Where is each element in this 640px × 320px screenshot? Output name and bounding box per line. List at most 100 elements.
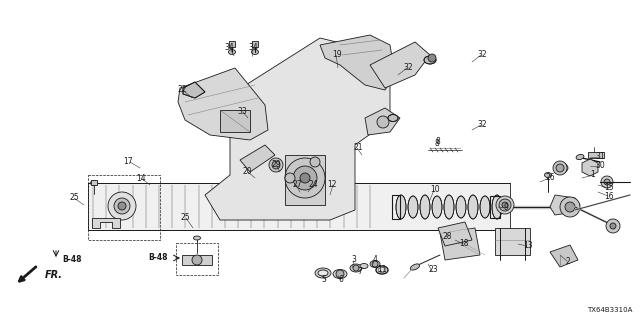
- Circle shape: [565, 202, 575, 212]
- Polygon shape: [178, 68, 268, 140]
- Text: 9: 9: [504, 203, 508, 212]
- Circle shape: [108, 192, 136, 220]
- Circle shape: [496, 196, 514, 214]
- Text: 31: 31: [595, 151, 605, 161]
- Text: 22: 22: [177, 84, 187, 93]
- Circle shape: [285, 173, 295, 183]
- Bar: [220, 110, 250, 132]
- Ellipse shape: [388, 115, 398, 122]
- Circle shape: [300, 173, 310, 183]
- Bar: [588, 152, 604, 158]
- Text: 6: 6: [339, 276, 344, 284]
- Circle shape: [560, 197, 580, 217]
- Text: 32: 32: [403, 62, 413, 71]
- Ellipse shape: [360, 263, 368, 268]
- Polygon shape: [205, 38, 390, 220]
- Text: 5: 5: [321, 276, 326, 284]
- Ellipse shape: [90, 180, 97, 186]
- Polygon shape: [438, 222, 472, 246]
- Text: FR.: FR.: [45, 270, 63, 280]
- Text: 3: 3: [351, 255, 356, 265]
- Circle shape: [353, 265, 359, 271]
- Circle shape: [272, 161, 280, 169]
- Polygon shape: [582, 159, 598, 176]
- Circle shape: [118, 202, 126, 210]
- Text: 14: 14: [136, 173, 146, 182]
- Polygon shape: [182, 255, 212, 265]
- Ellipse shape: [193, 236, 200, 240]
- Ellipse shape: [480, 196, 490, 218]
- Text: 19: 19: [332, 50, 342, 59]
- Ellipse shape: [318, 270, 328, 276]
- Ellipse shape: [456, 196, 466, 218]
- Polygon shape: [440, 228, 480, 260]
- Text: B-48: B-48: [148, 253, 168, 262]
- Circle shape: [502, 202, 508, 208]
- Text: 32: 32: [477, 50, 487, 59]
- Circle shape: [610, 223, 616, 229]
- Text: 8: 8: [436, 137, 440, 146]
- Text: 17: 17: [123, 156, 133, 165]
- Text: 29: 29: [271, 159, 281, 169]
- Text: 15: 15: [604, 182, 614, 191]
- Ellipse shape: [432, 196, 442, 218]
- Polygon shape: [320, 35, 395, 90]
- Text: 28: 28: [442, 231, 452, 241]
- Text: B-48: B-48: [62, 255, 82, 265]
- Circle shape: [372, 261, 378, 267]
- Circle shape: [377, 116, 389, 128]
- Text: 25: 25: [69, 193, 79, 202]
- Polygon shape: [550, 245, 578, 267]
- Polygon shape: [240, 145, 275, 172]
- Ellipse shape: [576, 154, 584, 160]
- Text: 2: 2: [566, 257, 570, 266]
- Ellipse shape: [350, 264, 362, 272]
- Ellipse shape: [378, 268, 386, 273]
- Text: 32: 32: [477, 119, 487, 129]
- Text: 12: 12: [327, 180, 337, 188]
- Text: 21: 21: [353, 142, 363, 151]
- Circle shape: [553, 161, 567, 175]
- Bar: [252, 41, 258, 47]
- Circle shape: [285, 158, 325, 198]
- Circle shape: [293, 166, 317, 190]
- Ellipse shape: [545, 172, 552, 178]
- Polygon shape: [550, 195, 580, 215]
- Bar: [490, 196, 500, 218]
- Ellipse shape: [228, 50, 236, 54]
- Text: 11: 11: [377, 266, 387, 275]
- Text: 27: 27: [292, 180, 302, 188]
- Text: 13: 13: [523, 241, 533, 250]
- Bar: [91, 180, 97, 185]
- Polygon shape: [365, 108, 400, 135]
- Text: 34: 34: [224, 43, 234, 52]
- Text: 4: 4: [372, 255, 378, 265]
- Circle shape: [604, 179, 610, 185]
- Ellipse shape: [444, 195, 454, 219]
- Ellipse shape: [252, 50, 259, 54]
- Circle shape: [192, 255, 202, 265]
- Circle shape: [606, 219, 620, 233]
- Ellipse shape: [468, 195, 478, 219]
- Ellipse shape: [408, 196, 418, 218]
- Bar: [88, 183, 510, 230]
- Circle shape: [556, 164, 564, 172]
- Text: 33: 33: [237, 107, 247, 116]
- Text: 30: 30: [595, 161, 605, 170]
- Polygon shape: [285, 155, 325, 205]
- Bar: [88, 175, 160, 240]
- Circle shape: [114, 198, 130, 214]
- Text: 20: 20: [242, 166, 252, 175]
- Text: 16: 16: [604, 191, 614, 201]
- Polygon shape: [370, 42, 430, 88]
- Text: 26: 26: [545, 172, 555, 181]
- Text: 25: 25: [180, 212, 190, 221]
- Text: 34: 34: [248, 43, 258, 52]
- Circle shape: [499, 199, 511, 211]
- Text: 10: 10: [430, 185, 440, 194]
- Ellipse shape: [557, 164, 566, 172]
- Polygon shape: [92, 218, 120, 228]
- Bar: [229, 41, 235, 47]
- Polygon shape: [183, 82, 205, 98]
- Circle shape: [601, 176, 613, 188]
